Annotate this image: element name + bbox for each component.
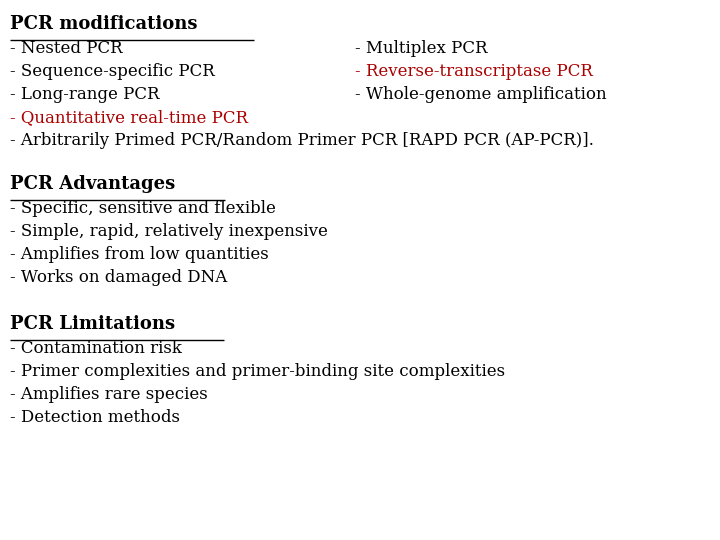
Text: PCR modifications: PCR modifications	[10, 15, 197, 33]
Text: PCR Limitations: PCR Limitations	[10, 315, 175, 333]
Text: - Nested PCR: - Nested PCR	[10, 40, 122, 57]
Text: - Arbitrarily Primed PCR/Random Primer PCR [RAPD PCR (AP-PCR)].: - Arbitrarily Primed PCR/Random Primer P…	[10, 132, 594, 149]
Text: - Works on damaged DNA: - Works on damaged DNA	[10, 269, 228, 286]
Text: - Whole-genome amplification: - Whole-genome amplification	[355, 86, 607, 103]
Text: - Specific, sensitive and flexible: - Specific, sensitive and flexible	[10, 200, 276, 217]
Text: PCR Advantages: PCR Advantages	[10, 175, 175, 193]
Text: - Reverse-transcriptase PCR: - Reverse-transcriptase PCR	[355, 63, 593, 80]
Text: - Long-range PCR: - Long-range PCR	[10, 86, 160, 103]
Text: - Contamination risk: - Contamination risk	[10, 340, 182, 357]
Text: - Amplifies rare species: - Amplifies rare species	[10, 386, 208, 403]
Text: - Sequence-specific PCR: - Sequence-specific PCR	[10, 63, 215, 80]
Text: - Amplifies from low quantities: - Amplifies from low quantities	[10, 246, 269, 263]
Text: - Detection methods: - Detection methods	[10, 409, 180, 426]
Text: - Primer complexities and primer-binding site complexities: - Primer complexities and primer-binding…	[10, 363, 505, 380]
Text: - Simple, rapid, relatively inexpensive: - Simple, rapid, relatively inexpensive	[10, 223, 328, 240]
Text: - Multiplex PCR: - Multiplex PCR	[355, 40, 487, 57]
Text: - Quantitative real-time PCR: - Quantitative real-time PCR	[10, 109, 248, 126]
